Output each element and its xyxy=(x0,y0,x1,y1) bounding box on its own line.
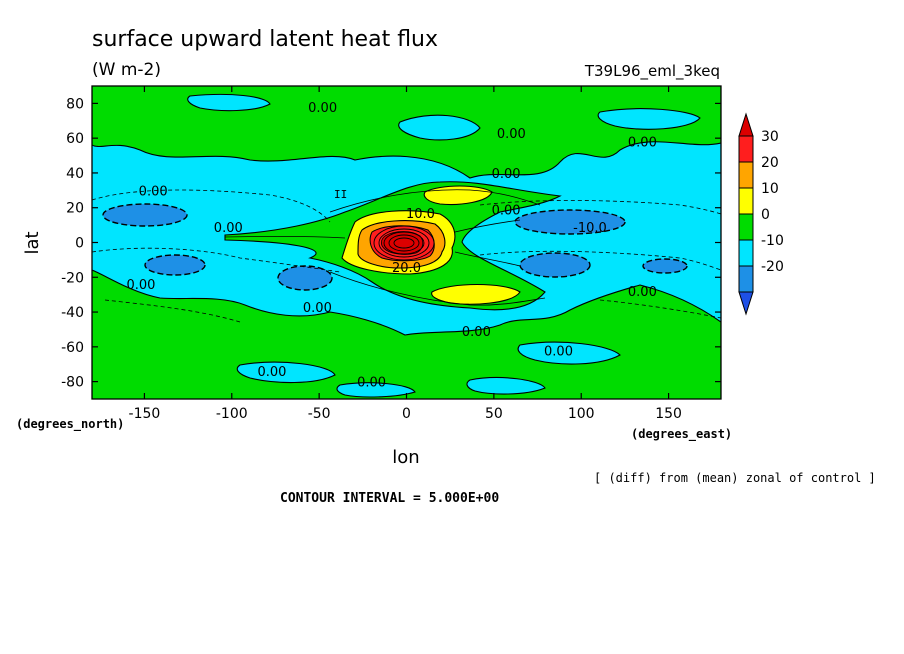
contour-label: 0.00 xyxy=(544,344,573,359)
contour-fill-yellow-se xyxy=(431,283,521,305)
contour-label: 0.00 xyxy=(492,167,521,182)
contour-label: 0.00 xyxy=(303,301,332,316)
colorbar-segment xyxy=(738,187,754,215)
colorbar-label: -20 xyxy=(761,259,784,275)
contour-fill-blue-2 xyxy=(144,254,206,276)
difference-note: [ (diff) from (mean) zonal of control ] xyxy=(594,471,876,485)
colorbar-label: 30 xyxy=(761,129,779,145)
contour-label: 0.00 xyxy=(628,285,657,300)
y-axis-title: lat xyxy=(22,231,43,254)
contour-fill-south-cyan-2 xyxy=(236,361,336,384)
plot-area: 0.00 0.00 0.00 0.00 0.00 0.00 0.00 10.0 -10.0 20.… xyxy=(91,85,722,400)
contour-label: 0.00 xyxy=(628,136,657,151)
experiment-label: T39L96_eml_3keq xyxy=(584,62,720,81)
colorbar-label: 20 xyxy=(761,155,779,171)
colorbar-label: 10 xyxy=(761,181,779,197)
y-tick-label: 40 xyxy=(66,166,84,182)
colorbar-segment xyxy=(738,135,754,163)
y-tick-label: -60 xyxy=(61,340,84,356)
contour-label: 0.00 xyxy=(462,325,491,340)
contour-label: 0.00 xyxy=(126,278,155,293)
colorbar-segment xyxy=(738,265,754,293)
contour-fills xyxy=(92,86,721,399)
contour-label: 0.00 xyxy=(257,365,286,380)
y-tick-label: 0 xyxy=(75,236,84,252)
contour-fill-blue-5 xyxy=(519,252,591,278)
y-tick-label: -20 xyxy=(61,270,84,286)
contour-interval-label: CONTOUR INTERVAL = 5.000E+00 xyxy=(280,491,499,506)
contour-fill-south-cyan-4 xyxy=(466,377,546,395)
contour-lines-negative xyxy=(92,189,721,323)
y-axis: 80 60 40 20 0 -20 -40 -60 -80 xyxy=(61,96,721,391)
x-tick-label: 0 xyxy=(402,406,411,422)
contour-label: 0.00 xyxy=(308,101,337,116)
contour-label: 20.0 xyxy=(392,261,421,276)
colorbar-over-arrow xyxy=(738,112,754,137)
contour-label: 0.00 xyxy=(492,203,521,218)
x-units-label: (degrees_east) xyxy=(631,427,732,442)
x-tick-label: -100 xyxy=(216,406,248,422)
contour-fill-north-cyan-1 xyxy=(398,114,481,141)
colorbar-label: -10 xyxy=(761,233,784,249)
contour-label: 0.00 xyxy=(497,127,526,142)
chart-units: (W m-2) xyxy=(92,60,161,80)
contour-labels: 0.00 0.00 0.00 0.00 0.00 0.00 0.00 10.0 -10.0 20.… xyxy=(126,101,656,391)
contour-small-mark: II xyxy=(334,188,347,201)
x-tick-label: 150 xyxy=(655,406,682,422)
x-axis: -150 -100 -50 0 50 100 150 xyxy=(129,86,682,422)
contour-label: 0.00 xyxy=(139,184,168,199)
contour-label: 0.00 xyxy=(214,221,243,236)
contour-fill-south-cyan-1 xyxy=(517,341,621,365)
colorbar-under-arrow xyxy=(738,291,754,316)
colorbar-segment xyxy=(738,161,754,189)
x-tick-label: 100 xyxy=(568,406,595,422)
x-tick-label: 50 xyxy=(485,406,503,422)
y-units-label: (degrees_north) xyxy=(16,417,124,432)
colorbar-label: 0 xyxy=(761,207,770,223)
contour-fill-north-cyan-2 xyxy=(597,108,701,130)
contour-fill-blue-1 xyxy=(102,203,188,227)
contour-fill-north-cyan-3 xyxy=(187,93,271,112)
y-tick-label: 80 xyxy=(66,96,84,112)
x-tick-label: -50 xyxy=(308,406,331,422)
x-tick-label: -150 xyxy=(129,406,161,422)
contour-fill-blue-4 xyxy=(514,209,626,235)
colorbar-segment xyxy=(738,213,754,241)
contour-fill-blue-6 xyxy=(642,258,688,274)
contour-fill-blue-3 xyxy=(277,265,333,291)
contour-label: 0.00 xyxy=(357,376,386,391)
colorbar-segment xyxy=(738,239,754,267)
contour-label: -10.0 xyxy=(573,221,607,236)
contour-lines-core xyxy=(373,225,435,261)
contour-label: 10.0 xyxy=(406,207,435,222)
y-tick-label: 60 xyxy=(66,131,84,147)
contour-lines-positive xyxy=(224,189,546,306)
y-tick-label: -40 xyxy=(61,305,84,321)
colorbar: 30 20 10 0 -10 -20 xyxy=(738,112,784,316)
chart-title: surface upward latent heat flux xyxy=(92,27,438,52)
x-axis-title: lon xyxy=(392,447,419,468)
y-tick-label: 20 xyxy=(66,201,84,217)
contour-fill-south-cyan-3 xyxy=(336,382,416,398)
y-tick-label: -80 xyxy=(61,375,84,391)
